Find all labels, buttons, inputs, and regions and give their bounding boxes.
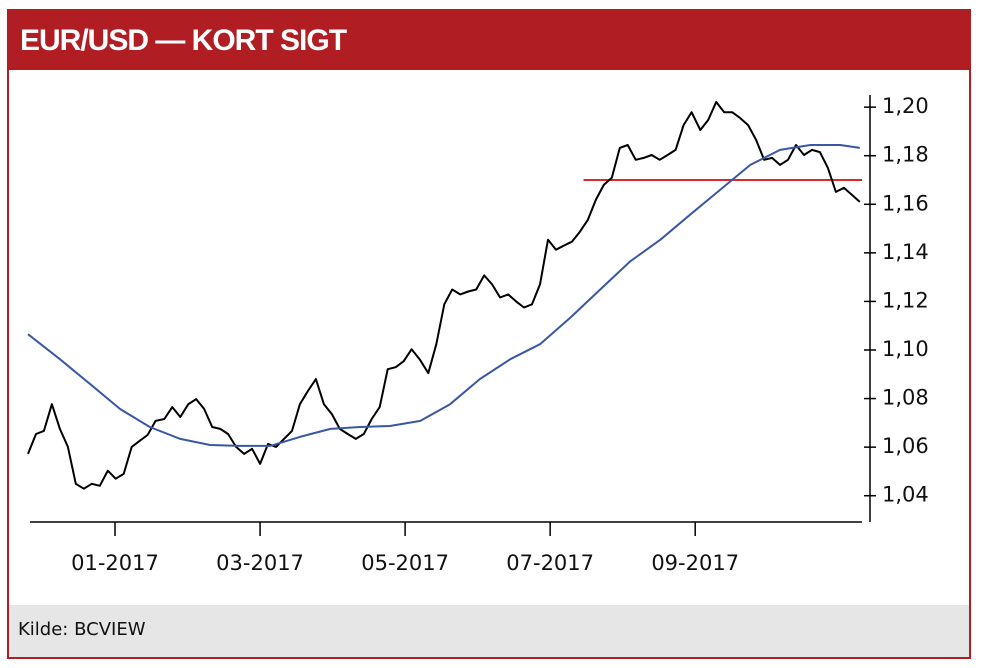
source: Kilde: BCVIEW [18, 619, 146, 640]
x-tick-label: 07-2017 [506, 551, 594, 575]
frame [7, 9, 971, 659]
y-tick-label: 1,16 [882, 191, 929, 215]
y-tick-label: 1,04 [882, 483, 929, 507]
y-tick-label: 1,12 [882, 288, 929, 312]
y-tick-label: 1,18 [882, 143, 929, 167]
x-tick-label: 09-2017 [651, 551, 739, 575]
header-band [8, 10, 970, 70]
y-tick-label: 1,14 [882, 240, 929, 264]
x-tick-label: 01-2017 [71, 551, 159, 575]
footer-band [9, 605, 969, 657]
y-tick-label: 1,08 [882, 386, 929, 410]
series-line [27, 144, 860, 447]
x-tick-label: 03-2017 [216, 551, 304, 575]
x-tick-label: 05-2017 [361, 551, 449, 575]
chart-title: EUR/USD — KORT SIGT [20, 24, 347, 57]
series-line [27, 101, 861, 490]
y-tick-label: 1,20 [882, 94, 929, 118]
y-tick-label: 1,06 [882, 434, 929, 458]
y-tick-label: 1,10 [882, 337, 929, 361]
